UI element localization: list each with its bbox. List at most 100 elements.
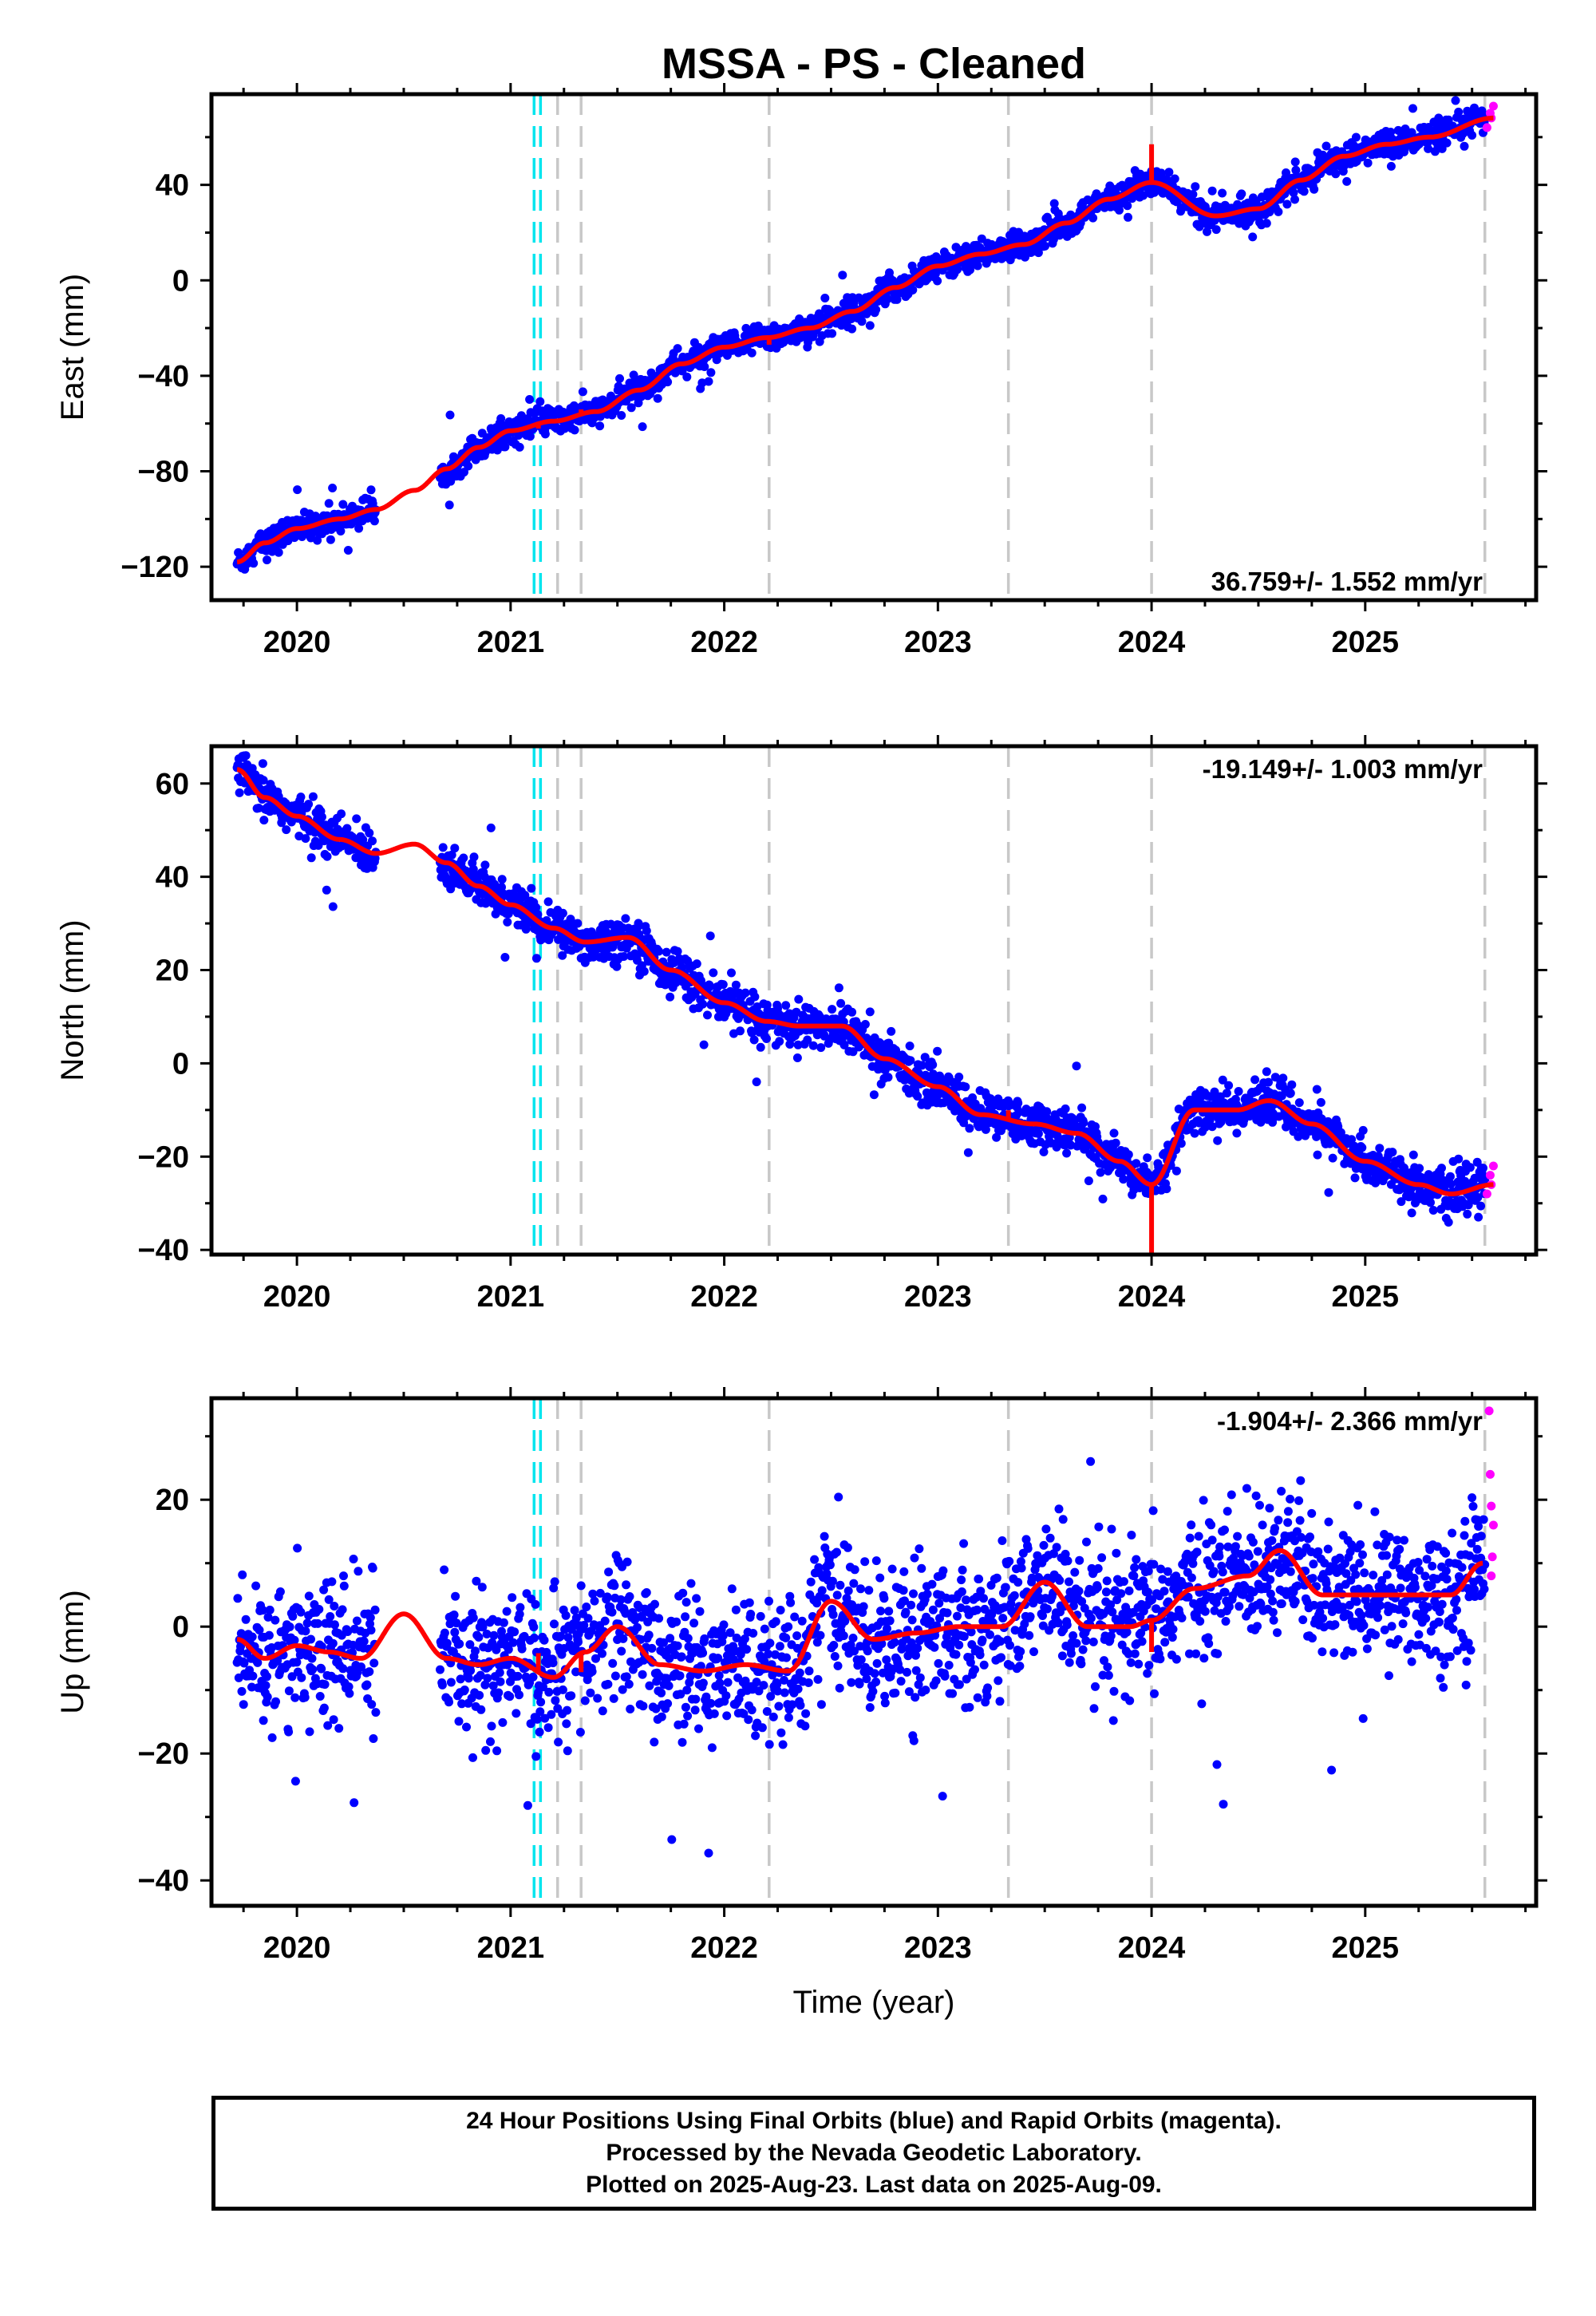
- final-orbit-point: [626, 1705, 635, 1713]
- x-tick-label: 2024: [1118, 1280, 1186, 1314]
- final-orbit-point: [575, 1728, 585, 1737]
- final-orbit-point: [657, 1688, 666, 1697]
- final-orbit-point: [736, 1026, 745, 1036]
- final-orbit-point: [300, 1693, 310, 1702]
- final-orbit-point: [634, 919, 643, 928]
- final-orbit-point: [274, 792, 283, 801]
- final-orbit-point: [499, 1618, 508, 1627]
- final-orbit-point: [1013, 1098, 1023, 1108]
- final-orbit-point: [1262, 1067, 1271, 1077]
- final-orbit-point: [573, 919, 583, 928]
- final-orbit-point: [233, 1594, 243, 1603]
- final-orbit-point: [574, 1638, 583, 1646]
- final-orbit-point: [342, 824, 352, 833]
- final-orbit-point: [1170, 174, 1179, 184]
- final-orbit-point: [657, 1712, 666, 1721]
- final-orbit-point: [1331, 169, 1341, 179]
- final-orbit-point: [622, 1580, 631, 1590]
- final-orbit-point: [1454, 107, 1464, 117]
- final-orbit-point: [531, 954, 541, 963]
- final-orbit-point: [365, 1613, 375, 1622]
- final-orbit-point: [440, 1628, 449, 1638]
- final-orbit-point: [554, 1737, 563, 1747]
- rapid-orbit-point: [1482, 123, 1491, 132]
- final-orbit-point: [259, 816, 269, 825]
- final-orbit-point: [973, 261, 982, 271]
- final-orbit-point: [1139, 191, 1148, 200]
- final-orbit-point: [1357, 1143, 1367, 1152]
- rapid-orbit-point: [1488, 1161, 1498, 1171]
- final-orbit-point: [263, 555, 271, 565]
- final-orbit-point: [586, 1688, 595, 1697]
- final-orbit-point: [468, 1613, 478, 1622]
- y-tick-label: −40: [138, 1234, 189, 1267]
- final-orbit-point: [322, 885, 331, 895]
- final-orbit-point: [314, 1605, 324, 1614]
- final-orbit-point: [673, 1641, 682, 1650]
- final-orbit-point: [305, 1727, 314, 1737]
- final-orbit-point: [933, 1046, 942, 1056]
- final-orbit-point: [681, 1598, 691, 1607]
- final-orbit-point: [532, 1714, 542, 1724]
- final-orbit-point: [690, 1705, 700, 1715]
- final-orbit-point: [650, 1599, 659, 1609]
- final-orbit-point: [285, 1622, 294, 1631]
- final-orbit-point: [625, 1592, 634, 1601]
- final-orbit-point: [663, 1699, 673, 1709]
- final-orbit-point: [618, 1634, 628, 1643]
- final-orbit-point: [602, 1592, 612, 1602]
- final-orbit-point: [313, 1618, 322, 1628]
- final-orbit-point: [1408, 1150, 1418, 1160]
- final-orbit-point: [653, 393, 662, 403]
- final-orbit-point: [476, 1705, 486, 1714]
- final-orbit-point: [1465, 1163, 1475, 1172]
- final-orbit-point: [337, 809, 346, 819]
- final-orbit-point: [1143, 1153, 1152, 1163]
- final-orbit-point: [264, 1630, 274, 1640]
- final-orbit-point: [1062, 1148, 1072, 1158]
- final-orbit-point: [259, 776, 268, 785]
- final-orbit-point: [965, 1124, 974, 1133]
- final-orbit-point: [454, 1717, 464, 1726]
- final-orbit-point: [358, 835, 368, 844]
- final-orbit-point: [567, 1691, 576, 1701]
- plot-area-east: [232, 94, 1498, 600]
- final-orbit-point: [871, 305, 881, 314]
- final-orbit-point: [563, 1705, 572, 1715]
- final-orbit-point: [284, 1686, 294, 1696]
- final-orbit-point: [1237, 189, 1246, 199]
- final-orbit-point: [678, 1737, 687, 1747]
- final-orbit-point: [259, 1716, 268, 1725]
- final-orbit-point: [543, 1723, 553, 1733]
- final-orbit-point: [1476, 1201, 1486, 1211]
- plot-area-north: [232, 746, 1498, 1255]
- final-orbit-point: [666, 992, 675, 1002]
- final-orbit-point: [1321, 141, 1331, 151]
- final-orbit-point: [1316, 1097, 1325, 1107]
- final-orbit-point: [319, 1703, 329, 1713]
- final-orbit-point: [1428, 1206, 1438, 1215]
- x-tick-label: 2024: [1118, 626, 1186, 659]
- final-orbit-point: [654, 1614, 664, 1623]
- final-orbit-point: [549, 1619, 559, 1629]
- final-orbit-point: [1463, 1209, 1472, 1219]
- final-orbit-point: [1262, 219, 1271, 228]
- fit-line-east: [235, 115, 1495, 565]
- final-orbit-point: [847, 324, 857, 334]
- final-orbit-point: [610, 1581, 619, 1591]
- final-orbit-point: [590, 1596, 599, 1606]
- final-orbit-point: [369, 516, 379, 526]
- final-orbit-point: [304, 1591, 314, 1601]
- x-tick-label: 2023: [904, 626, 972, 659]
- final-orbit-point: [271, 1615, 280, 1625]
- final-orbit-point: [731, 980, 741, 990]
- final-orbit-point: [1061, 1104, 1070, 1113]
- final-orbit-point: [237, 1686, 247, 1696]
- final-orbit-point: [263, 1672, 271, 1682]
- final-orbit-point: [558, 908, 567, 918]
- final-orbit-point: [928, 1060, 938, 1069]
- final-orbit-point: [1109, 1128, 1119, 1138]
- final-orbit-point: [675, 1671, 685, 1681]
